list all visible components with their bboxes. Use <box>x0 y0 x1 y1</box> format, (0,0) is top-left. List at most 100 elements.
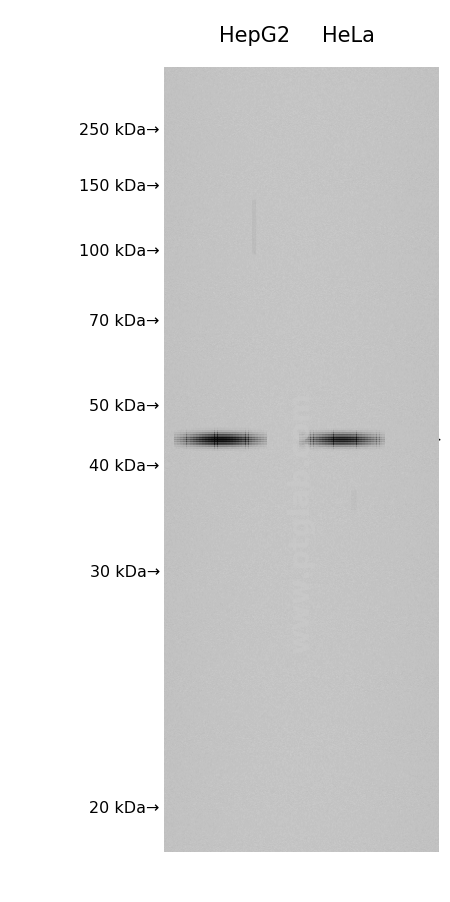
Bar <box>325 433 328 434</box>
Bar <box>354 428 356 429</box>
Bar <box>220 429 224 430</box>
Bar <box>261 435 264 436</box>
Bar <box>331 436 333 437</box>
Bar <box>245 430 249 431</box>
Bar <box>354 444 356 445</box>
Bar <box>205 434 208 436</box>
Bar <box>180 440 184 441</box>
Bar <box>308 447 310 448</box>
Bar <box>348 443 351 444</box>
Bar <box>379 437 382 438</box>
Bar <box>183 431 187 433</box>
Bar <box>183 445 187 446</box>
Bar <box>189 428 193 429</box>
Bar <box>382 432 385 433</box>
Bar <box>316 429 319 430</box>
Bar <box>220 434 224 436</box>
Bar <box>220 450 224 451</box>
Bar <box>333 449 337 451</box>
Bar <box>227 443 230 445</box>
Bar <box>356 437 360 438</box>
Bar <box>365 443 368 445</box>
Bar <box>342 428 345 429</box>
Bar <box>202 432 205 433</box>
Bar <box>227 438 230 439</box>
Bar <box>351 430 354 431</box>
Bar <box>199 438 202 439</box>
Bar <box>230 431 233 432</box>
Bar <box>202 443 205 445</box>
Bar <box>193 436 196 437</box>
Bar <box>214 444 218 445</box>
Bar <box>351 436 354 437</box>
Bar <box>261 437 264 438</box>
Bar <box>342 437 345 438</box>
Bar <box>264 441 267 442</box>
Bar <box>177 439 180 440</box>
Bar <box>359 440 362 442</box>
Bar <box>322 450 325 451</box>
Bar <box>348 429 351 430</box>
Bar <box>208 431 212 433</box>
Bar <box>316 428 319 429</box>
Bar <box>359 443 362 444</box>
Bar <box>258 436 261 437</box>
Bar <box>233 443 236 445</box>
Bar <box>236 430 239 431</box>
Text: 20 kDa→: 20 kDa→ <box>90 800 160 815</box>
Bar <box>379 431 382 432</box>
Bar <box>368 438 371 439</box>
Bar <box>308 431 310 433</box>
Bar <box>196 447 199 448</box>
Bar <box>305 430 308 431</box>
Bar <box>316 434 319 435</box>
Bar <box>365 437 368 438</box>
Bar <box>374 443 377 444</box>
Bar <box>371 433 374 434</box>
Bar <box>377 448 379 449</box>
Bar <box>336 440 339 442</box>
Bar <box>339 445 342 446</box>
Bar <box>299 443 302 444</box>
Bar <box>208 451 212 452</box>
Bar <box>339 437 342 438</box>
Bar <box>236 435 239 436</box>
Bar <box>356 449 360 450</box>
Bar <box>252 435 255 436</box>
Bar <box>359 429 362 430</box>
Bar <box>264 446 267 447</box>
Bar <box>371 436 374 437</box>
Bar <box>359 449 362 451</box>
Bar <box>308 430 310 431</box>
Bar <box>193 440 196 442</box>
Bar <box>220 446 224 447</box>
Bar <box>354 442 356 443</box>
Bar <box>242 445 246 446</box>
Bar <box>196 432 199 433</box>
Bar <box>220 437 224 438</box>
Bar <box>199 443 202 444</box>
Bar <box>258 432 261 433</box>
Bar <box>236 440 239 441</box>
Bar <box>186 435 190 436</box>
Bar <box>242 450 246 451</box>
Bar <box>316 433 319 434</box>
Bar <box>177 436 180 437</box>
Bar <box>248 440 252 442</box>
Bar <box>224 444 227 445</box>
Bar <box>230 443 233 444</box>
Bar <box>220 442 224 443</box>
Bar <box>255 439 258 440</box>
Bar <box>328 437 331 438</box>
Bar <box>374 434 377 435</box>
Bar <box>248 449 252 450</box>
Bar <box>328 440 331 442</box>
Bar <box>261 440 264 442</box>
Bar <box>183 441 187 442</box>
Bar <box>177 434 180 436</box>
Bar <box>174 433 177 434</box>
Bar <box>258 437 261 438</box>
Bar <box>217 442 220 443</box>
Bar <box>356 434 360 436</box>
Bar <box>333 438 337 439</box>
